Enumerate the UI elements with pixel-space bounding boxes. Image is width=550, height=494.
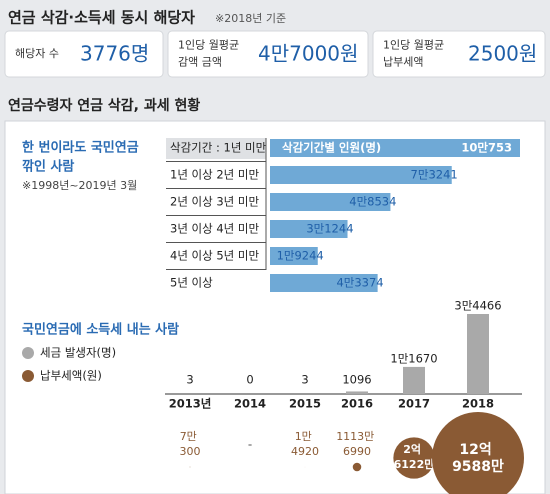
stat-value: 3776명 <box>80 42 149 66</box>
value-label-line: 2억 <box>403 443 425 456</box>
stat-box <box>167 30 369 78</box>
stat-value: 2500원 <box>468 42 537 66</box>
value-label: 3만4466 <box>454 299 501 313</box>
value-label: 4만3374 <box>336 276 383 290</box>
value-label: 10만753 <box>461 141 512 155</box>
section-title: 연금수령자 연금 삭감, 과세 현황 <box>8 97 200 114</box>
bar <box>346 391 368 394</box>
chart-title: 국민연금에 소득세 내는 사람 <box>22 322 179 338</box>
stat-label: 납부세액 <box>383 56 423 69</box>
value-label-line: 6990 <box>343 445 371 458</box>
bar <box>270 193 391 211</box>
x-tick-label: 2015 <box>289 397 321 411</box>
bar <box>270 220 348 238</box>
value-label: 1만9244 <box>277 249 324 263</box>
value-label-line: 9588만 <box>452 459 504 475</box>
value-label: 7만3241 <box>411 168 458 182</box>
header-note: ※2018년 기준 <box>215 12 286 25</box>
x-tick-label: 2016 <box>341 397 373 411</box>
category-label: 5년 이상 <box>170 276 213 290</box>
category-label: 2년 이상 3년 미만 <box>170 195 259 209</box>
value-label-line: 6122만 <box>394 457 435 471</box>
value-label: 2억 6122만 <box>394 443 435 471</box>
bar <box>270 139 520 157</box>
x-tick-label: 2017 <box>398 397 430 411</box>
category-label: 4년 이상 5년 미만 <box>170 249 259 263</box>
value-label-line: 12억 <box>459 442 496 458</box>
legend-label: 삭감기간별 인원(명) <box>282 141 381 155</box>
legend-swatch <box>22 370 34 382</box>
bar <box>270 247 318 265</box>
value-label: 3만1244 <box>306 222 353 236</box>
chart-subtitle: ※1998년~2019년 3월 <box>22 179 137 192</box>
category-label: 3년 이상 4년 미만 <box>170 222 259 236</box>
value-label: 1만1670 <box>390 351 437 365</box>
value-label: 0 <box>246 373 253 387</box>
value-label-line: 1만 <box>295 430 316 443</box>
x-tick-label: 2014 <box>234 397 266 411</box>
legend-swatch <box>22 347 34 359</box>
bar <box>270 274 378 292</box>
chart-title: 한 번이라도 국민연금 <box>22 140 139 156</box>
stat-box <box>4 30 164 78</box>
legend-label: 세금 발생자(명) <box>40 346 116 360</box>
value-label: 1113만 6990 <box>336 430 378 458</box>
category-label: 1년 이상 2년 미만 <box>170 168 259 182</box>
bubble <box>352 462 362 472</box>
value-label: 1096 <box>342 373 371 387</box>
header-title: 연금 삭감·소득세 동시 해당자 <box>8 9 195 27</box>
value-label: 3 <box>301 373 308 387</box>
x-tick-label: 2013년 <box>169 397 212 411</box>
bubble <box>189 466 191 468</box>
stat-value: 4만7000원 <box>258 42 358 66</box>
category-label: 삭감기간 : 1년 미만 <box>170 141 267 155</box>
value-label: - <box>248 438 252 452</box>
stat-label: 1인당 월평균 <box>178 39 239 52</box>
bar <box>270 166 452 184</box>
stat-label: 감액 금액 <box>178 56 222 69</box>
value-label-line: 300 <box>180 445 201 458</box>
value-label-line: 4920 <box>291 445 319 458</box>
bubble <box>432 412 524 494</box>
value-label-line: 7만 <box>180 430 201 443</box>
value-label: 7만 300 <box>180 430 201 458</box>
stat-box <box>372 30 546 78</box>
header-cell <box>166 138 266 159</box>
chart-title: 깎인 사람 <box>22 159 74 175</box>
stat-label: 해당자 수 <box>15 46 59 60</box>
value-label-line: 1113만 <box>336 430 378 443</box>
value-label: 4만8534 <box>349 195 396 209</box>
value-label: 12억 9588만 <box>452 442 504 475</box>
bar <box>467 314 489 394</box>
stat-label: 1인당 월평균 <box>383 39 444 52</box>
value-label: 1만 4920 <box>291 430 319 458</box>
x-tick-label: 2018 <box>462 397 494 411</box>
bubble <box>393 437 435 479</box>
bar <box>403 366 425 394</box>
value-label: 3 <box>186 373 193 387</box>
legend-label: 납부세액(원) <box>40 369 102 383</box>
